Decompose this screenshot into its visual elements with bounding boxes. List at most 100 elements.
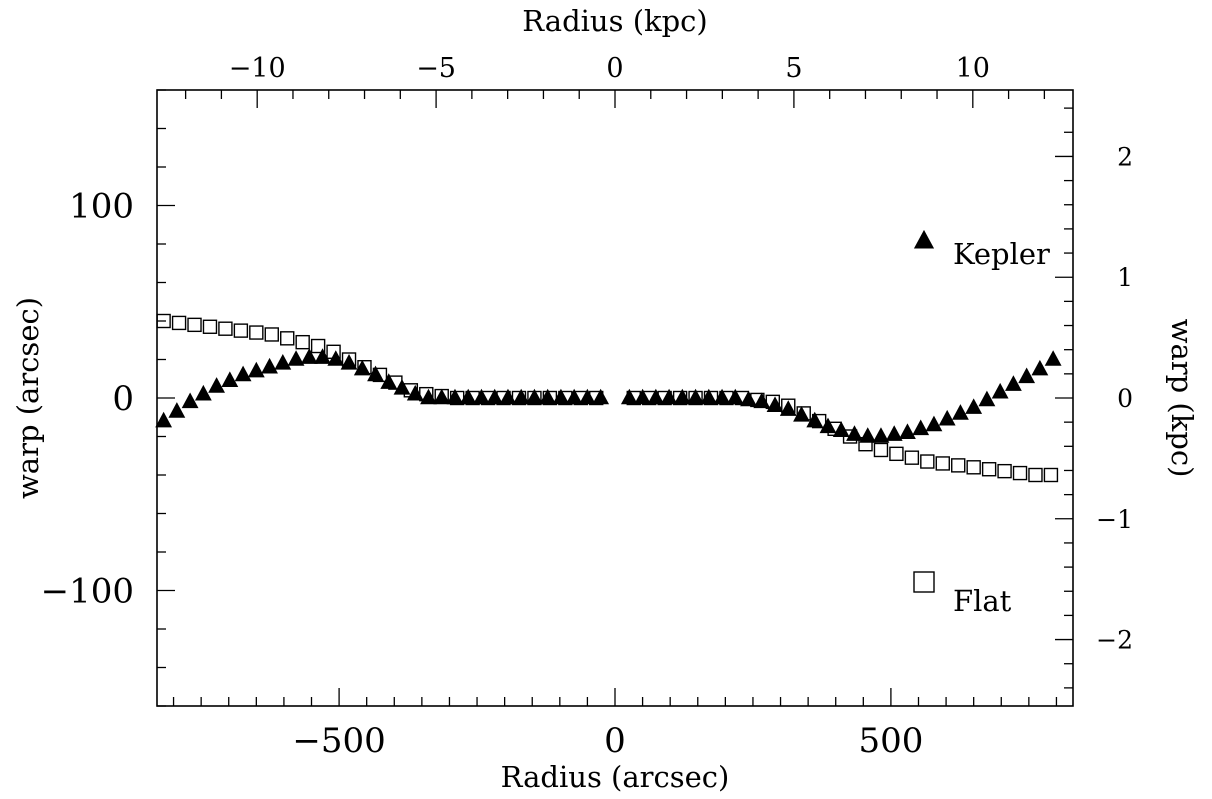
kepler-point — [965, 398, 983, 414]
y-axis-title-left: warp (arcsec) — [11, 297, 45, 499]
kepler-point — [274, 354, 292, 370]
flat-point — [858, 437, 873, 452]
kepler-point — [592, 388, 610, 405]
x2-tick-label: −10 — [229, 53, 286, 84]
flat-point — [542, 390, 558, 406]
flat-point — [295, 334, 310, 350]
flat-point — [827, 421, 842, 436]
kepler-point — [168, 402, 186, 418]
legend-flat-label: Flat — [953, 584, 1012, 618]
x-axis-title-bottom: Radius (arcsec) — [501, 760, 730, 794]
minor-ticks — [157, 89, 1073, 707]
flat-point — [218, 321, 233, 336]
kepler-point — [261, 357, 278, 374]
flat-point — [889, 446, 904, 462]
kepler-point — [899, 423, 916, 439]
flat-point — [750, 392, 765, 408]
kepler-point — [208, 377, 225, 393]
x2-tick-label: −5 — [416, 53, 456, 84]
kepler-point — [687, 388, 704, 405]
flat-point — [703, 390, 719, 406]
flat-point — [951, 458, 966, 473]
x-tick-label: 500 — [858, 721, 923, 761]
flat-point — [310, 338, 326, 354]
x-axis-title-top: Radius (kpc) — [522, 4, 707, 38]
flat-point — [388, 375, 403, 390]
flat-point — [496, 390, 511, 406]
legend-flat-marker — [913, 571, 935, 593]
flat-point — [765, 394, 781, 410]
kepler-point — [620, 388, 638, 405]
kepler-point — [367, 365, 384, 382]
y2-tick-label: −2 — [1096, 626, 1133, 655]
kepler-point — [952, 404, 969, 420]
flat-point — [434, 388, 449, 404]
flat-point — [997, 463, 1012, 479]
kepler-point — [1044, 350, 1062, 366]
flat-point — [920, 454, 935, 469]
kepler-point — [300, 348, 318, 364]
kepler-point — [846, 425, 863, 441]
kepler-point — [234, 365, 252, 382]
kepler-point — [194, 384, 212, 401]
flat-point — [233, 323, 249, 338]
flat-point — [187, 317, 202, 333]
flat-point — [842, 429, 858, 444]
flat-point — [626, 390, 641, 406]
major-ticks — [157, 90, 1073, 706]
kepler-point — [885, 425, 903, 441]
flat-point — [511, 390, 527, 406]
flat-point — [1012, 465, 1028, 481]
flat-point — [1043, 467, 1059, 483]
kepler-point — [221, 371, 239, 387]
flat-point — [419, 386, 434, 402]
y-axis-title-right: warp (kpc) — [1165, 319, 1199, 478]
flat-point — [341, 352, 357, 367]
flat-point — [558, 390, 573, 406]
flat-point — [1028, 467, 1043, 483]
flat-point — [280, 331, 295, 346]
kepler-point — [938, 409, 956, 426]
y2-tick-label: 2 — [1117, 142, 1133, 171]
y-tick-label: −100 — [41, 572, 134, 612]
y2-tick-label: 1 — [1117, 263, 1133, 292]
flat-point — [357, 360, 372, 375]
x2-tick-label: 10 — [956, 53, 990, 84]
flat-point — [781, 398, 796, 413]
flat-point — [403, 383, 419, 398]
x-tick-label: −500 — [292, 721, 385, 761]
kepler-point — [925, 415, 943, 432]
kepler-point — [1005, 375, 1022, 391]
flat-point — [326, 344, 341, 359]
flat-point — [156, 313, 171, 329]
x-tick-label: 0 — [604, 721, 626, 761]
kepler-point — [1031, 359, 1049, 376]
flat-point — [811, 413, 827, 429]
flat-point — [657, 390, 672, 406]
flat-point — [719, 390, 734, 406]
series-flat — [156, 313, 1059, 483]
flat-point — [873, 442, 889, 458]
flat-point — [642, 390, 657, 406]
kepler-point — [155, 411, 173, 428]
legend-kepler-marker — [913, 229, 935, 249]
flat-point — [202, 319, 218, 334]
kepler-point — [978, 390, 996, 407]
kepler-point — [314, 348, 331, 364]
x2-tick-label: 5 — [785, 53, 802, 84]
flat-point — [966, 460, 981, 475]
flat-point — [981, 462, 997, 477]
flat-point — [734, 390, 750, 406]
legend-kepler-label: Kepler — [953, 237, 1050, 271]
kepler-point — [912, 419, 930, 436]
y-tick-label: 100 — [69, 187, 134, 227]
flat-point — [480, 390, 496, 406]
flat-point — [171, 315, 187, 331]
kepler-point — [526, 388, 543, 405]
kepler-point — [991, 382, 1009, 399]
flat-point — [935, 456, 950, 471]
flat-point — [449, 390, 465, 406]
flat-point — [688, 390, 703, 406]
